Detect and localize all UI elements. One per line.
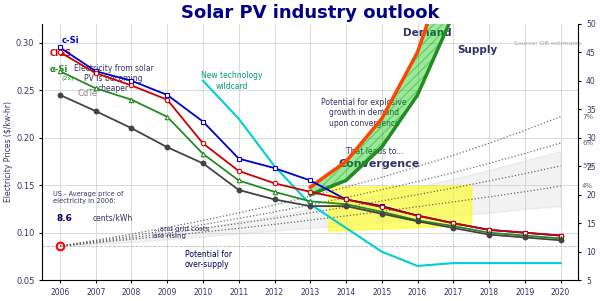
Y-axis label: Electricity Prices ($/kw-hr): Electricity Prices ($/kw-hr) bbox=[4, 101, 13, 203]
Text: 5%: 5% bbox=[582, 163, 593, 169]
Text: Source: DB estimates: Source: DB estimates bbox=[514, 41, 582, 46]
Text: Potential for explosive
growth in demand
upon convergence: Potential for explosive growth in demand… bbox=[321, 98, 407, 128]
Text: CdTe: CdTe bbox=[78, 89, 98, 98]
Text: 6%: 6% bbox=[582, 140, 593, 146]
Text: 7%: 7% bbox=[582, 113, 593, 119]
Text: Demand: Demand bbox=[403, 29, 452, 39]
Text: CIGS: CIGS bbox=[49, 49, 71, 58]
Text: US - Average price of
electricity in 2006:: US - Average price of electricity in 200… bbox=[53, 191, 123, 204]
Text: Potential for
over-supply: Potential for over-supply bbox=[185, 250, 232, 269]
Text: 4%: 4% bbox=[582, 183, 593, 189]
Text: c-Si: c-Si bbox=[62, 36, 79, 45]
Text: (2x): (2x) bbox=[62, 76, 74, 81]
Text: Convergence: Convergence bbox=[339, 159, 420, 169]
Text: α-Si: α-Si bbox=[49, 65, 68, 74]
Text: 8.6: 8.6 bbox=[56, 214, 72, 223]
Text: ...and grid costs
are rising: ...and grid costs are rising bbox=[153, 226, 209, 239]
Text: Supply: Supply bbox=[457, 45, 497, 54]
Text: Electricity from solar
PV is becoming
cheaper: Electricity from solar PV is becoming ch… bbox=[74, 64, 154, 93]
Text: New technology
wildcard: New technology wildcard bbox=[201, 71, 262, 91]
Title: Solar PV industry outlook: Solar PV industry outlook bbox=[181, 4, 440, 22]
Text: That leads to...: That leads to... bbox=[346, 147, 403, 156]
Text: cents/kWh: cents/kWh bbox=[92, 214, 133, 223]
